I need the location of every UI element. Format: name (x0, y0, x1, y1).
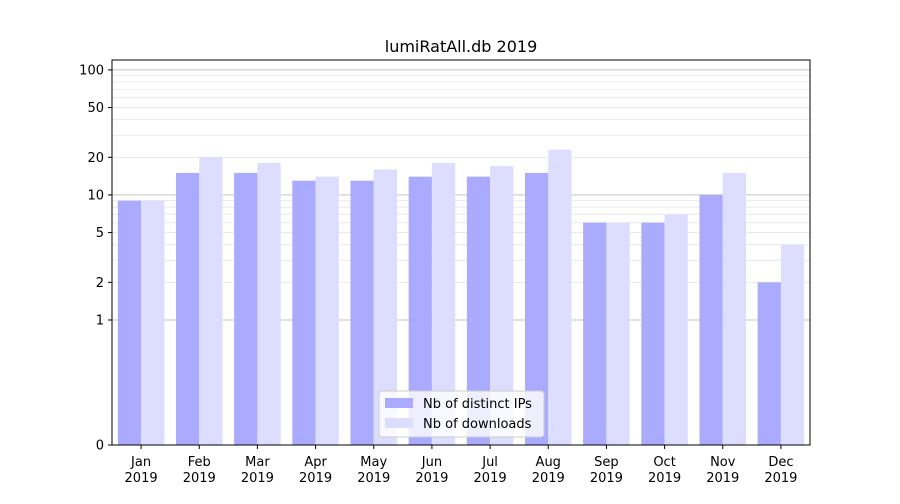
x-tick-label-year: 2019 (590, 471, 623, 486)
y-tick-label: 50 (87, 101, 104, 116)
bar-downloads (431, 163, 456, 445)
x-tick-label-year: 2019 (125, 471, 158, 486)
legend-box (378, 390, 545, 438)
x-axis: Jan2019Feb2019Mar2019Apr2019May2019Jun20… (125, 445, 797, 486)
x-tick-label-year: 2019 (241, 471, 274, 486)
legend-label: Nb of downloads (423, 417, 532, 432)
x-tick-label-month: Nov (710, 455, 736, 470)
x-tick-label-month: Feb (188, 455, 211, 470)
bar-distinct-ips (292, 180, 316, 445)
x-tick-label-month: Jan (130, 455, 151, 470)
grid (112, 69, 810, 321)
x-tick-label-year: 2019 (183, 471, 216, 486)
bar-downloads (780, 244, 805, 445)
x-tick-label-month: Aug (536, 455, 561, 470)
bar-downloads (373, 169, 398, 445)
x-tick-label-year: 2019 (415, 471, 448, 486)
x-tick-label-year: 2019 (648, 471, 681, 486)
bar-distinct-ips (117, 200, 142, 445)
bar-distinct-ips (583, 222, 607, 445)
x-tick-label-year: 2019 (299, 471, 332, 486)
chart-title: lumiRatAll.db 2019 (385, 37, 538, 56)
legend-swatch (385, 398, 413, 408)
bar-downloads (490, 166, 514, 445)
bar-distinct-ips (466, 176, 491, 445)
bar-downloads (548, 149, 572, 446)
y-tick-label: 100 (79, 63, 104, 78)
y-tick-label: 2 (96, 276, 104, 291)
x-tick-label-month: Apr (304, 455, 327, 470)
bar-downloads (257, 163, 281, 445)
bar-downloads (199, 157, 223, 445)
bar-distinct-ips (757, 282, 781, 445)
bar-distinct-ips (175, 172, 200, 445)
x-tick-label-month: Dec (768, 455, 793, 470)
x-tick-label-month: Sep (594, 455, 619, 470)
x-tick-label-year: 2019 (474, 471, 507, 486)
legend-label: Nb of distinct IPs (423, 397, 532, 412)
y-axis: 0 1 2 5 10 20 50 100 (79, 63, 112, 454)
x-tick-label-year: 2019 (764, 471, 797, 486)
x-tick-label-month: Jul (481, 455, 498, 470)
bar-downloads (606, 222, 630, 445)
bar-distinct-ips (524, 172, 549, 445)
legend-swatch (385, 418, 413, 428)
bar-downloads (722, 172, 747, 445)
x-tick-label-year: 2019 (706, 471, 739, 486)
y-tick-label: 1 (96, 313, 104, 328)
y-tick-label: 20 (87, 151, 104, 166)
x-tick-label-year: 2019 (357, 471, 390, 486)
bar-distinct-ips (350, 180, 374, 445)
y-tick-label: 10 (87, 188, 104, 203)
bar-downloads (141, 200, 165, 445)
bar-downloads (664, 214, 688, 445)
bar-distinct-ips (699, 194, 723, 445)
bars (117, 149, 805, 446)
x-tick-label-month: Oct (653, 455, 675, 470)
bar-downloads (315, 176, 339, 445)
bar-distinct-ips (234, 172, 258, 445)
x-tick-label-month: Jun (421, 455, 442, 470)
y-tick-label: 0 (96, 439, 104, 454)
x-tick-label-year: 2019 (532, 471, 565, 486)
x-tick-label-month: May (360, 455, 387, 470)
bar-distinct-ips (408, 176, 432, 445)
x-tick-label-month: Mar (245, 455, 270, 470)
plot-frame (111, 59, 811, 446)
bar-distinct-ips (641, 222, 665, 445)
legend: Nb of distinct IPs Nb of downloads (378, 390, 545, 438)
y-tick-label: 5 (96, 226, 104, 241)
